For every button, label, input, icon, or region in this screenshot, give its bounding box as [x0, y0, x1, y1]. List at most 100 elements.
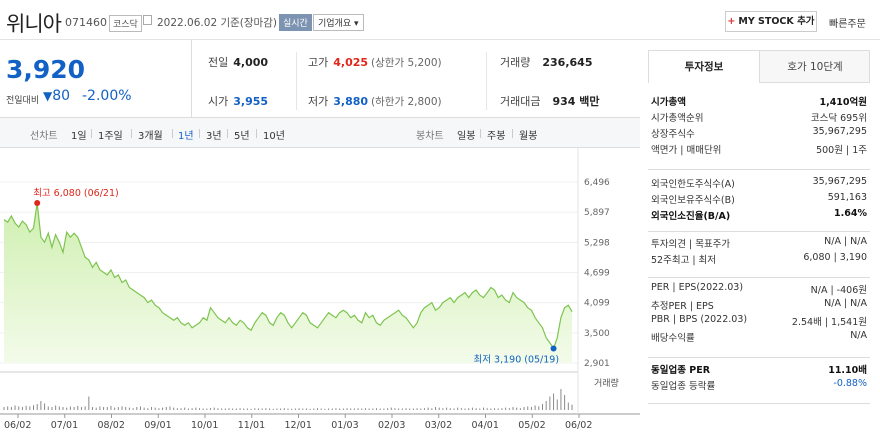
- quick-order-link[interactable]: 빠른주문: [829, 19, 866, 30]
- candle-chart-label: 봉차트: [416, 131, 444, 142]
- price-area: [4, 202, 572, 363]
- period-3y[interactable]: 3년: [206, 131, 222, 142]
- stock-code: 071460: [65, 16, 107, 29]
- info-row: 외국인보유주식수(B) 591,163: [651, 192, 867, 208]
- sector-group: 동일업종 PER 11.10배 동일업종 등락률 -0.88%: [648, 358, 870, 404]
- divider: [131, 129, 132, 138]
- info-label: PER | EPS(2022.03): [651, 282, 744, 293]
- opinion-group: 투자의견 | 목표주가 N/A | N/A 52주최고 | 최저 6,080 | 3,…: [648, 232, 870, 278]
- stock-header: 위니아 071460 코스닥 2022.06.02 기준(장마감) 실시간 기업…: [0, 0, 880, 40]
- side-tabs: 투자정보 호가 10단계: [648, 50, 870, 83]
- info-value: N/A | N/A: [824, 298, 867, 309]
- info-row: 52주최고 | 최저 6,080 | 3,190: [651, 252, 867, 268]
- info-row: 외국인소진율(B/A) 1.64%: [651, 208, 867, 224]
- info-value: 2.54배 | 1,541원: [791, 317, 867, 328]
- info-row: 동일업종 PER 11.10배: [651, 362, 867, 378]
- low-marker: [550, 345, 557, 352]
- y-tick-label: 2,901: [584, 359, 610, 369]
- info-value: N/A: [850, 330, 867, 341]
- x-tick-label: 03/02: [425, 420, 452, 431]
- x-tick-label: 09/01: [144, 420, 171, 431]
- y-tick-label: 6,496: [584, 178, 610, 188]
- realtime-button[interactable]: 실시간: [279, 14, 312, 31]
- company-info-label: 기업개요: [318, 19, 352, 29]
- info-row: 배당수익률 N/A: [651, 330, 867, 346]
- add-mystock-button[interactable]: + MY STOCK 추가: [725, 11, 817, 32]
- low-label: 저가: [308, 95, 329, 108]
- tab-investment-info[interactable]: 투자정보: [649, 51, 760, 83]
- x-tick-label: 01/03: [331, 420, 358, 431]
- period-1y[interactable]: 1년: [178, 131, 194, 142]
- info-row: 상장주식수 35,967,295: [651, 126, 867, 142]
- info-value: 35,967,295: [812, 126, 867, 137]
- divider: [486, 52, 487, 110]
- x-tick-label: 05/02: [518, 420, 545, 431]
- period-1d[interactable]: 1일: [71, 131, 87, 142]
- candle-weekly[interactable]: 주봉: [487, 131, 506, 142]
- quote-summary: 전일 4,000 고가 4,025 (상한가 5,200) 거래량 236,645 시가…: [192, 40, 640, 118]
- volume-value: 236,645: [542, 56, 593, 69]
- y-tick-label: 5,897: [584, 208, 610, 218]
- y-tick-label: 4,099: [584, 299, 610, 309]
- prev-close-label: 전일: [208, 56, 229, 69]
- calendar-icon: [143, 15, 152, 25]
- lower-limit: (하한가 2,800): [371, 96, 442, 108]
- market-badge: 코스닥: [109, 15, 142, 32]
- divider: [512, 129, 513, 138]
- info-label: 시가총액순위: [651, 113, 704, 124]
- y-tick-label: 4,699: [584, 269, 610, 279]
- down-triangle-icon: ▼: [43, 89, 53, 103]
- info-value: 6,080 | 3,190: [803, 252, 867, 263]
- info-label: PBR | BPS (2022.03): [651, 314, 748, 325]
- period-10y[interactable]: 10년: [263, 131, 285, 142]
- price-change-value: 80: [52, 88, 71, 104]
- volume-label: 거래량: [500, 56, 531, 69]
- x-tick-label: 10/01: [191, 420, 218, 431]
- tab-order-book[interactable]: 호가 10단계: [787, 61, 843, 73]
- divider: [172, 129, 173, 138]
- x-tick-label: 02/03: [378, 420, 405, 431]
- quote-date: 2022.06.02 기준(장마감): [157, 17, 277, 29]
- plus-icon: +: [727, 16, 736, 27]
- x-tick-label: 04/01: [472, 420, 499, 431]
- candle-daily[interactable]: 일봉: [457, 131, 476, 142]
- volume-axis-label: 거래량: [594, 377, 619, 389]
- amount-value: 934 백만: [552, 95, 600, 108]
- open-label: 시가: [208, 95, 229, 108]
- price-chart: 최고 6,080 (06/21) 최저 3,190 (05/19) 6,496 5,…: [0, 148, 640, 440]
- info-label: 외국인한도주식수(A): [651, 179, 735, 190]
- high-marker: [34, 199, 41, 206]
- info-row: 외국인한도주식수(A) 35,967,295: [651, 176, 867, 192]
- info-row: 시가총액 1,410억원: [651, 94, 867, 110]
- info-label: 외국인보유주식수(B): [651, 195, 735, 206]
- info-value: 코스닥 695위: [810, 113, 867, 124]
- info-row: 시가총액순위 코스닥 695위: [651, 110, 867, 126]
- info-row: 액면가 | 매매단위 500원 | 1주: [651, 142, 867, 158]
- info-label: 추정PER | EPS: [651, 301, 714, 312]
- info-value: 35,967,295: [812, 176, 867, 187]
- x-tick-label: 08/02: [98, 420, 125, 431]
- y-tick-label: 5,298: [584, 238, 610, 248]
- info-row: 동일업종 등락률 -0.88%: [651, 378, 867, 394]
- y-tick-label: 3,500: [584, 329, 610, 339]
- info-label: 시가총액: [651, 97, 686, 108]
- open-price: 시가 3,955: [208, 93, 268, 109]
- high-value: 4,025: [333, 56, 369, 69]
- candle-monthly[interactable]: 월봉: [519, 131, 538, 142]
- x-tick-label: 06/02: [565, 420, 592, 431]
- period-3m[interactable]: 3개월: [138, 131, 163, 142]
- info-label: 외국인소진율(B/A): [651, 211, 731, 222]
- info-row: 투자의견 | 목표주가 N/A | N/A: [651, 236, 867, 252]
- prev-close-value: 4,000: [233, 56, 269, 69]
- valuation-group: PER | EPS(2022.03) N/A | -406원 추정PER | EPS…: [648, 278, 870, 358]
- company-info-dropdown[interactable]: 기업개요 ▾: [313, 14, 364, 31]
- trade-amount: 거래대금 934 백만: [500, 93, 600, 109]
- divider: [199, 129, 200, 138]
- info-label: 동일업종 PER: [651, 365, 711, 376]
- info-row: 추정PER | EPS N/A | N/A: [651, 298, 867, 314]
- add-mystock-label: MY STOCK 추가: [738, 16, 815, 27]
- divider: [296, 52, 297, 110]
- low-price: 저가 3,880 (하한가 2,800): [308, 93, 442, 109]
- period-5y[interactable]: 5년: [234, 131, 250, 142]
- period-1w[interactable]: 1주일: [98, 131, 123, 142]
